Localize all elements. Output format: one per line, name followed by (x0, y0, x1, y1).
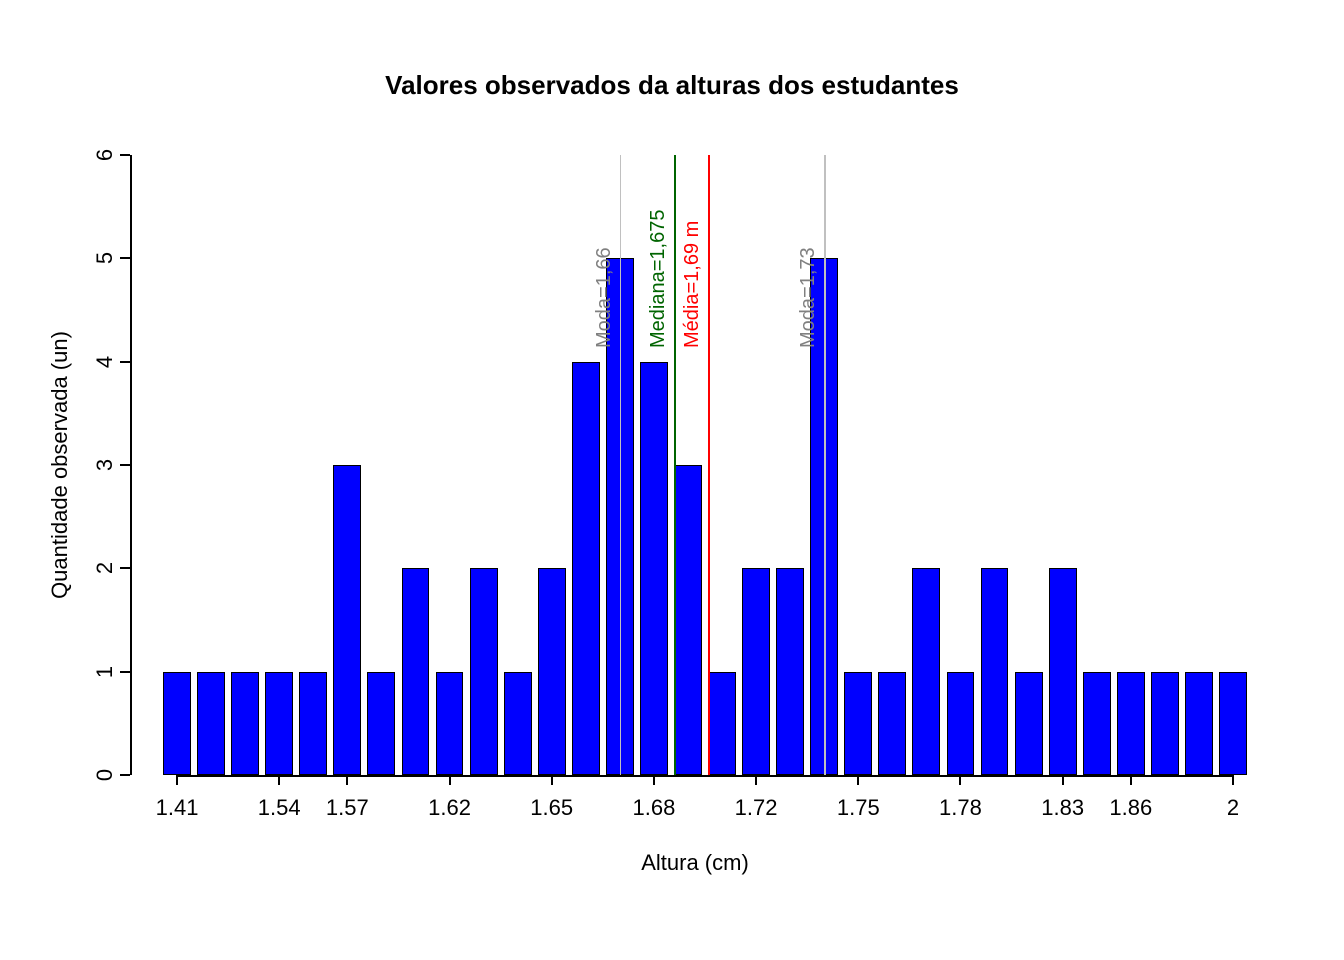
y-tick-mark (120, 671, 130, 673)
y-tick-label: 2 (92, 556, 116, 580)
bar (776, 568, 804, 775)
bar (947, 672, 975, 775)
bar (504, 672, 532, 775)
x-tick-mark (1062, 775, 1064, 785)
bar (1015, 672, 1043, 775)
bar (878, 672, 906, 775)
bar (231, 672, 259, 775)
x-tick-label: 1.57 (307, 795, 387, 821)
x-tick-label: 1.78 (920, 795, 1000, 821)
bar (402, 568, 430, 775)
reference-line-label: Moda=1,66 (593, 247, 616, 348)
x-tick-mark (653, 775, 655, 785)
y-tick-mark (120, 257, 130, 259)
bar (844, 672, 872, 775)
y-tick-mark (120, 154, 130, 156)
x-tick-mark (1130, 775, 1132, 785)
bar (299, 672, 327, 775)
x-tick-label: 1.72 (716, 795, 796, 821)
reference-line (674, 155, 676, 775)
reference-line (708, 155, 710, 775)
bar (265, 672, 293, 775)
x-tick-mark (346, 775, 348, 785)
x-tick-label: 1.75 (818, 795, 898, 821)
reference-line-label: Moda=1,73 (797, 247, 820, 348)
bar (367, 672, 395, 775)
bar (1185, 672, 1213, 775)
y-tick-label: 1 (92, 660, 116, 684)
y-axis-label: Quantidade observada (un) (47, 331, 73, 599)
bar (674, 465, 702, 775)
y-tick-mark (120, 361, 130, 363)
bar (436, 672, 464, 775)
x-tick-mark (1232, 775, 1234, 785)
reference-line (620, 155, 622, 775)
x-tick-mark (449, 775, 451, 785)
bar (981, 568, 1009, 775)
x-tick-mark (551, 775, 553, 785)
x-tick-mark (857, 775, 859, 785)
bar (163, 672, 191, 775)
y-tick-mark (120, 774, 130, 776)
bar (640, 362, 668, 775)
x-tick-label: 1.41 (137, 795, 217, 821)
bar (1151, 672, 1179, 775)
histogram-chart: Valores observados da alturas dos estuda… (0, 0, 1344, 960)
y-tick-label: 0 (92, 763, 116, 787)
bar (1219, 672, 1247, 775)
x-tick-mark (755, 775, 757, 785)
x-tick-label: 1.62 (410, 795, 490, 821)
bar (197, 672, 225, 775)
reference-line (824, 155, 826, 775)
bar (333, 465, 361, 775)
chart-title: Valores observados da alturas dos estuda… (0, 70, 1344, 101)
y-tick-label: 3 (92, 453, 116, 477)
x-tick-mark (278, 775, 280, 785)
x-tick-label: 1.68 (614, 795, 694, 821)
y-tick-label: 4 (92, 350, 116, 374)
x-tick-label: 1.86 (1091, 795, 1171, 821)
x-tick-label: 1.65 (512, 795, 592, 821)
x-axis-line (177, 775, 1233, 777)
bar (742, 568, 770, 775)
bar (538, 568, 566, 775)
bar (708, 672, 736, 775)
bar (572, 362, 600, 775)
y-tick-label: 6 (92, 143, 116, 167)
bar (912, 568, 940, 775)
x-tick-mark (176, 775, 178, 785)
reference-line-label: Média=1,69 m (681, 221, 704, 348)
bar (1049, 568, 1077, 775)
x-tick-mark (959, 775, 961, 785)
x-axis-label: Altura (cm) (130, 850, 1260, 876)
reference-line-label: Mediana=1,675 (647, 210, 670, 348)
y-tick-mark (120, 464, 130, 466)
bar (1117, 672, 1145, 775)
y-tick-label: 5 (92, 246, 116, 270)
bar (1083, 672, 1111, 775)
bar (470, 568, 498, 775)
y-tick-mark (120, 567, 130, 569)
x-tick-label: 2 (1193, 795, 1273, 821)
